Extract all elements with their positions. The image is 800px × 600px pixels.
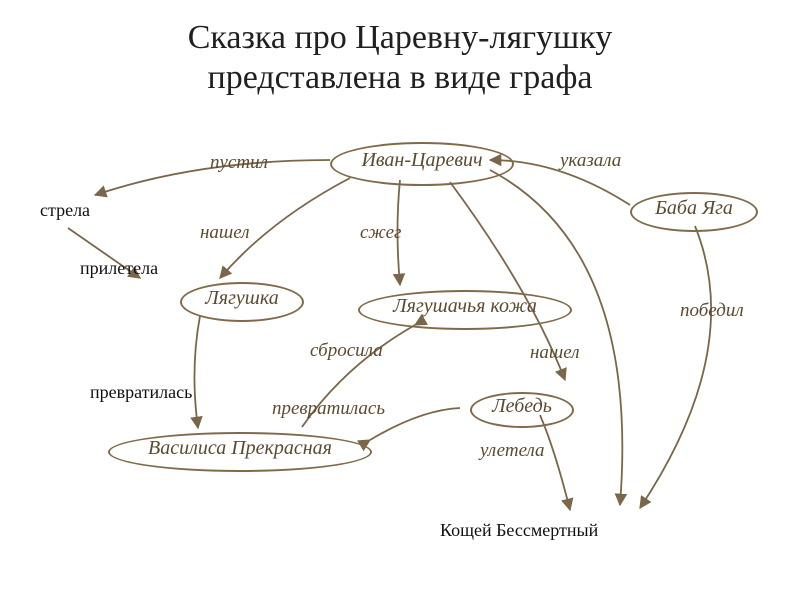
page-title: Сказка про Царевну-лягушку представлена … bbox=[0, 18, 800, 98]
node-label: Иван-Царевич bbox=[361, 149, 482, 171]
node-label: Василиса Прекрасная bbox=[148, 437, 332, 459]
edge-label-uletela: улетела bbox=[480, 440, 545, 462]
node-lebed: Лебедь bbox=[470, 392, 574, 428]
edge-label-ukazala: указала bbox=[560, 150, 621, 172]
edge-label-prevratilas-2: превратилась bbox=[272, 398, 385, 420]
edge-label-pustil: пустил bbox=[210, 152, 268, 174]
label-priletela: прилетела bbox=[80, 258, 158, 279]
edge-label-szheg: сжег bbox=[360, 222, 401, 244]
node-label: Лягушачья кожа bbox=[393, 295, 537, 317]
edge-label-pobedil: победил bbox=[680, 300, 744, 322]
node-lyagushachya-kozha: Лягушачья кожа bbox=[358, 290, 572, 330]
node-label: Лебедь bbox=[492, 395, 552, 417]
label-strela: стрела bbox=[40, 200, 90, 221]
edge-label-text: нашел bbox=[530, 342, 580, 363]
label-koschei-bessmertny: Кощей Бессмертный bbox=[440, 520, 598, 541]
edge-label-text: нашел bbox=[200, 222, 250, 243]
edge-label-text: пустил bbox=[210, 152, 268, 173]
edge-label-text: сжег bbox=[360, 222, 401, 243]
node-lyagushka: Лягушка bbox=[180, 282, 304, 322]
node-label: Лягушка bbox=[205, 287, 278, 309]
edge-label-text: указала bbox=[560, 150, 621, 171]
label-text: прилетела bbox=[80, 258, 158, 278]
edge-label-text: превратилась bbox=[272, 398, 385, 419]
node-ivan-tsarevich: Иван-Царевич bbox=[330, 142, 514, 186]
title-line-1: Сказка про Царевну-лягушку bbox=[188, 19, 613, 56]
edge-label-text: улетела bbox=[480, 440, 545, 461]
label-prevratilas: превратилась bbox=[90, 382, 192, 403]
edge-label-text: сбросила bbox=[310, 340, 383, 361]
edge-label-nashel-1: нашел bbox=[200, 222, 250, 244]
node-baba-yaga: Баба Яга bbox=[630, 192, 758, 232]
title-line-2: представлена в виде графа bbox=[208, 59, 593, 96]
label-text: стрела bbox=[40, 200, 90, 220]
node-vasilisa-prekrasnaya: Василиса Прекрасная bbox=[108, 432, 372, 472]
label-text: превратилась bbox=[90, 382, 192, 402]
edge-label-sbrosila: сбросила bbox=[310, 340, 383, 362]
node-label: Баба Яга bbox=[655, 197, 733, 219]
edge-label-text: победил bbox=[680, 300, 744, 321]
label-text: Кощей Бессмертный bbox=[440, 520, 598, 540]
edge-label-nashel-2: нашел bbox=[530, 342, 580, 364]
